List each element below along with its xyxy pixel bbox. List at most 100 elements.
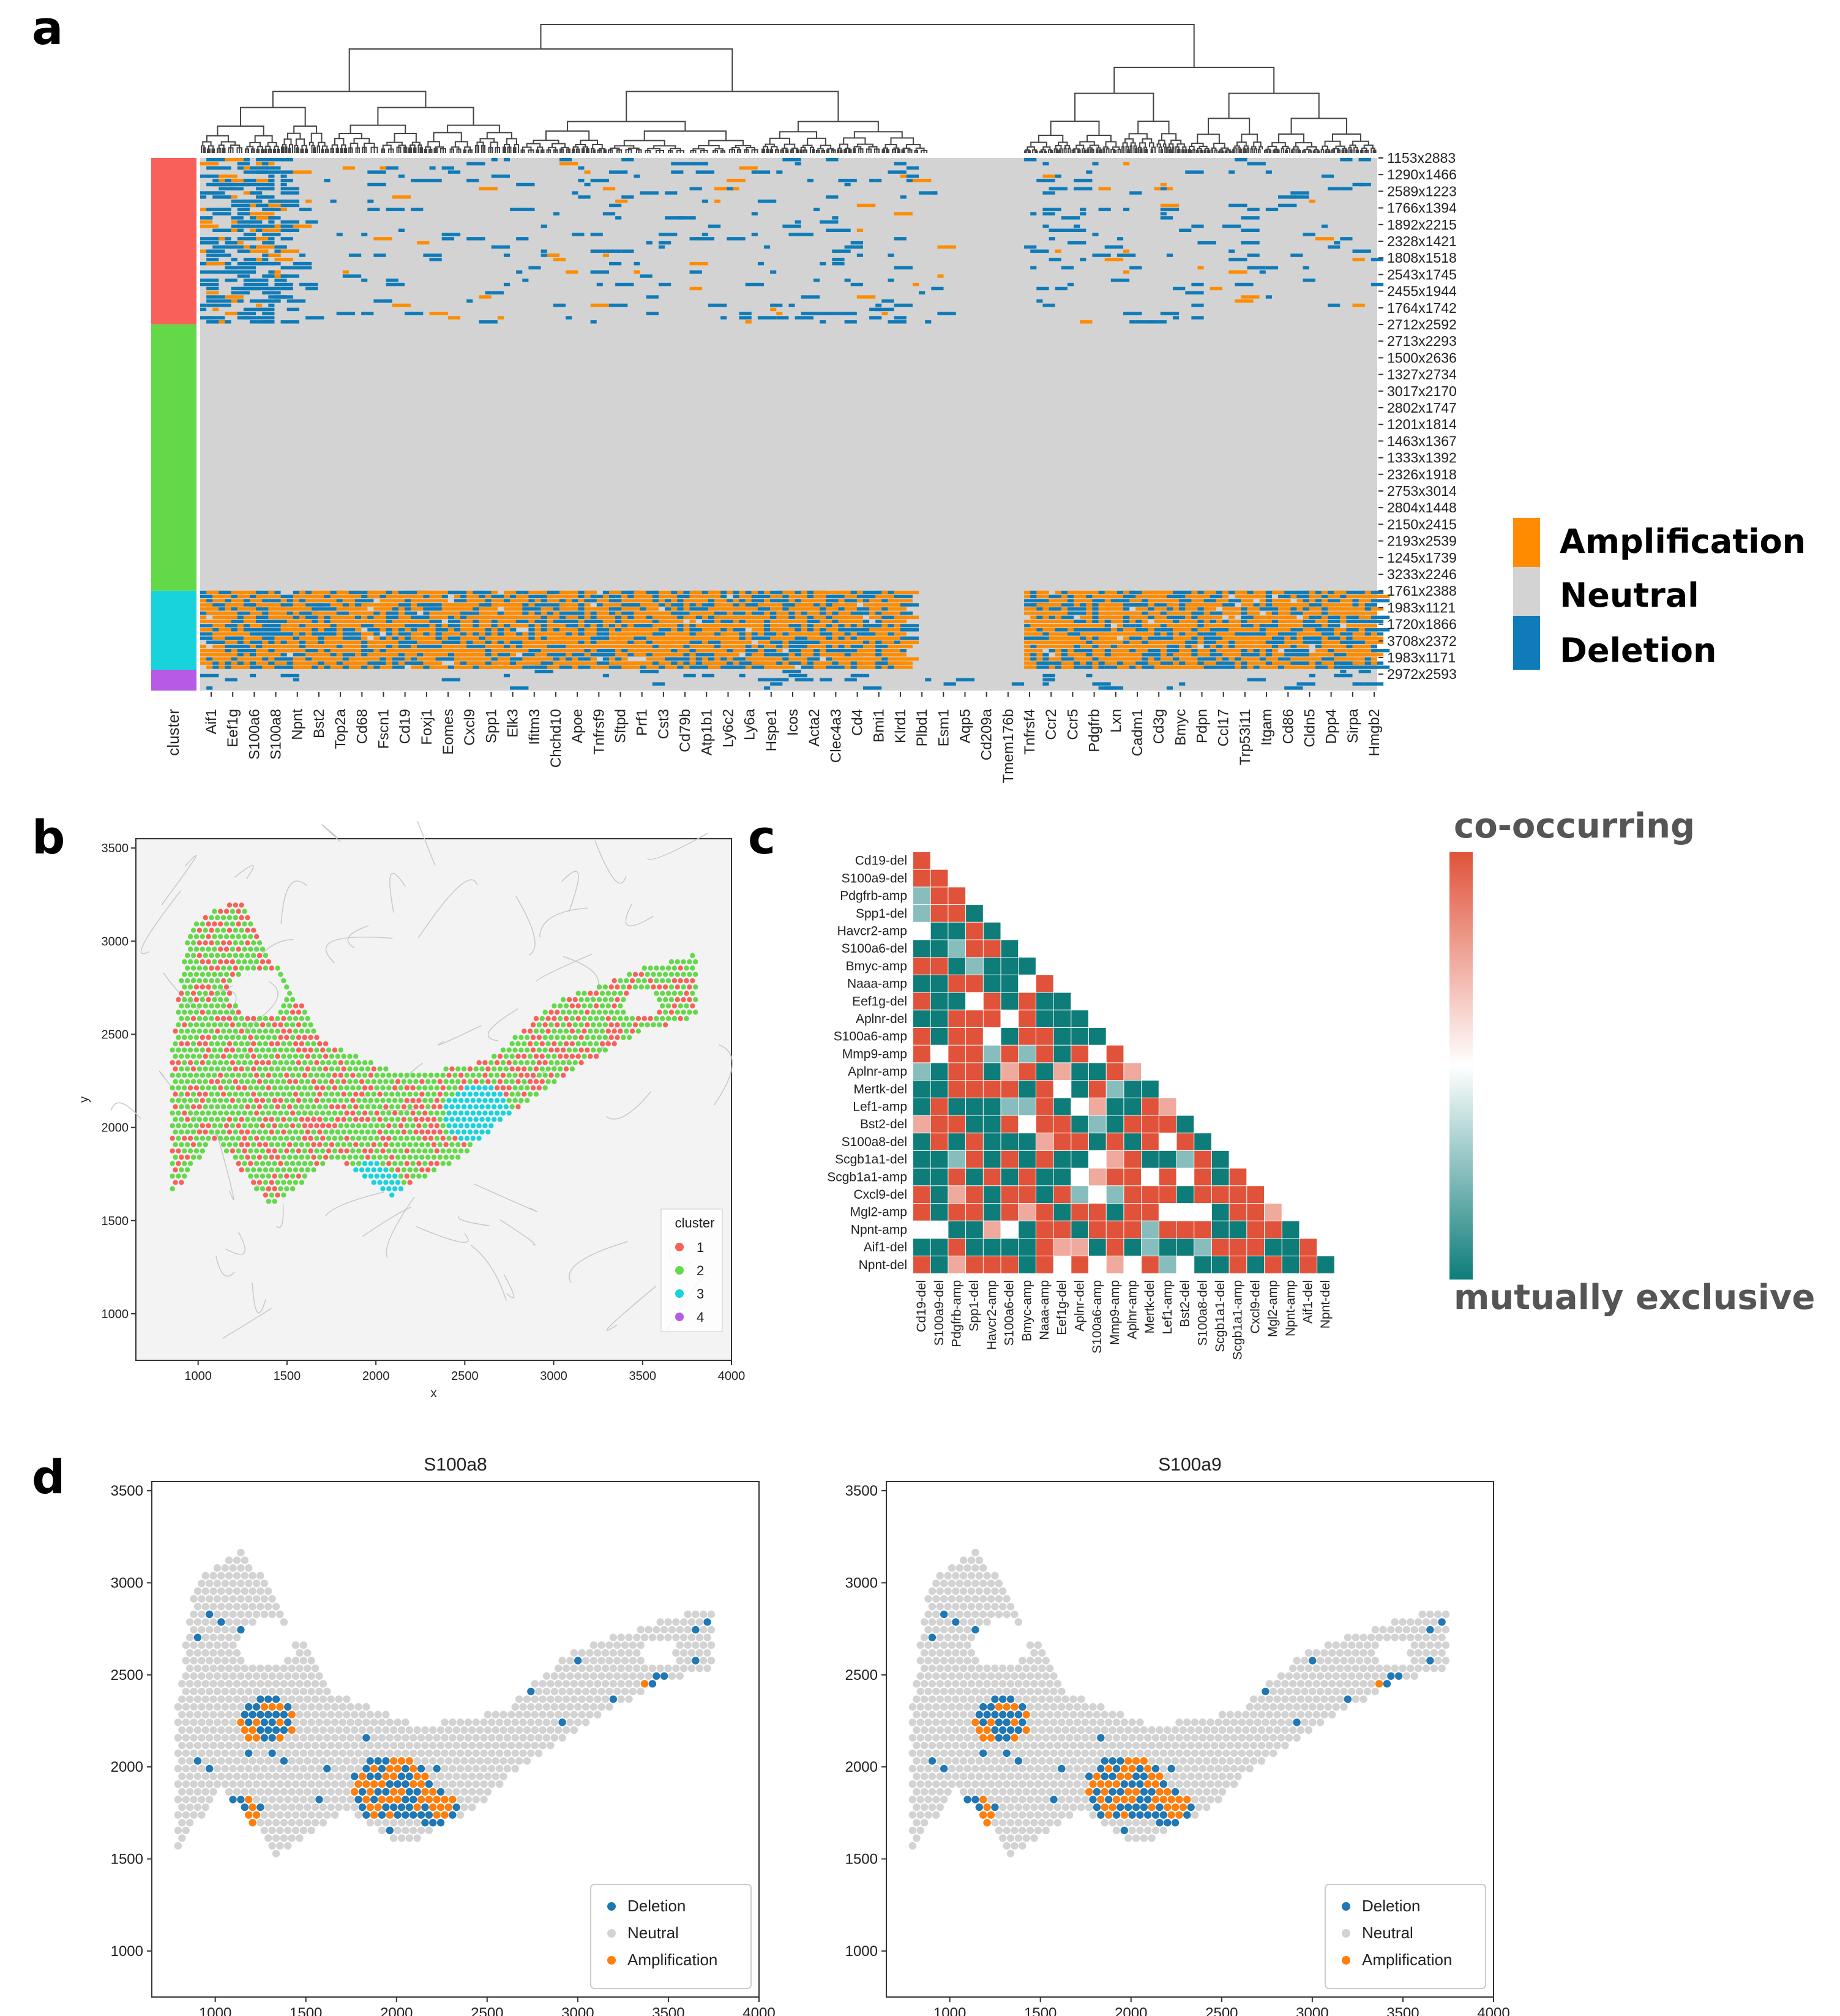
- dendrogram-link: [1042, 146, 1051, 150]
- heatmap-cell: [237, 228, 244, 232]
- heatmap-cell: [559, 603, 572, 607]
- heatmap-cell: [256, 287, 275, 291]
- heatmap-cell: [237, 620, 244, 623]
- heatmap-cell: [584, 599, 591, 602]
- heatmap-cell: [751, 611, 765, 615]
- heatmap-cell: [1352, 249, 1371, 253]
- heatmap-cell: [665, 632, 671, 636]
- gene-label: Trp53i11: [1237, 709, 1254, 765]
- heatmap-cell: [1135, 636, 1142, 640]
- gene-label: Aqp5: [957, 709, 973, 743]
- heatmap-cell: [1067, 282, 1074, 287]
- heatmap-cell: [788, 649, 801, 653]
- heatmap-cell: [1074, 228, 1080, 232]
- heatmap-cell: [596, 628, 603, 632]
- heatmap-cell: [1142, 649, 1148, 653]
- spot: [293, 1155, 299, 1160]
- spot: [341, 1142, 346, 1147]
- heatmap-cell: [1303, 266, 1309, 270]
- heatmap-cell: [621, 657, 628, 661]
- spot: [404, 1123, 410, 1128]
- heatmap-cell: [392, 303, 411, 307]
- heatmap-cell: [671, 645, 678, 648]
- heatmap-cell: [1036, 653, 1043, 657]
- spot: [203, 1142, 208, 1147]
- heatmap-cell: [1247, 607, 1254, 611]
- spot: [389, 1142, 395, 1147]
- spot: [263, 1180, 269, 1185]
- heatmap-cell: [1179, 682, 1186, 686]
- heatmap-cell: [305, 620, 312, 623]
- spot: [374, 1098, 380, 1103]
- heatmap-cell: [318, 615, 324, 620]
- heatmap-cell: [534, 665, 553, 669]
- heatmap-cell: [1055, 174, 1061, 178]
- spot: [220, 1129, 226, 1135]
- heatmap-cell: [1142, 620, 1148, 623]
- heatmap-cell: [1030, 636, 1043, 640]
- heatmap-cell: [1247, 620, 1254, 623]
- spot: [395, 1104, 401, 1110]
- heatmap-cell: [1074, 599, 1080, 602]
- heatmap-cell: [621, 615, 628, 620]
- spot: [302, 1110, 307, 1116]
- heatmap-cell: [578, 195, 591, 199]
- spot: [170, 1123, 175, 1128]
- heatmap-cell: [200, 282, 219, 287]
- heatmap-cell: [219, 270, 225, 274]
- dendrogram-link: [1102, 148, 1105, 153]
- heatmap-cell: [280, 673, 299, 678]
- spot: [413, 1167, 419, 1173]
- spot: [263, 1117, 269, 1122]
- heatmap-cell: [392, 632, 398, 636]
- heatmap-cell: [590, 249, 603, 253]
- spot: [413, 1155, 419, 1160]
- heatmap-cell: [807, 665, 820, 669]
- dendrogram-link: [331, 144, 338, 153]
- spot: [260, 1098, 266, 1103]
- heatmap-cell: [1030, 620, 1043, 623]
- dendrogram-link: [1053, 148, 1058, 153]
- spot: [497, 1104, 503, 1110]
- spot: [278, 1161, 283, 1166]
- gene-label: Pdgfrb: [1086, 709, 1103, 752]
- heatmap-cell: [1328, 603, 1334, 607]
- heatmap-cell: [1160, 208, 1180, 211]
- heatmap-cell: [566, 632, 572, 636]
- heatmap-cell: [225, 158, 244, 162]
- heatmap-cell: [826, 624, 832, 628]
- heatmap-cell: [380, 166, 386, 170]
- heatmap-cell: [801, 615, 807, 620]
- heatmap-cell: [1203, 632, 1216, 636]
- spot: [286, 1129, 293, 1135]
- spot: [272, 1173, 277, 1179]
- spot: [290, 1123, 296, 1128]
- heatmap-cell: [881, 653, 888, 657]
- heatmap-cell: [503, 158, 510, 162]
- heatmap-cell: [727, 645, 733, 648]
- dendrogram-link: [1251, 146, 1257, 149]
- spot: [326, 1110, 332, 1116]
- heatmap-cell: [324, 653, 331, 657]
- heatmap-cell: [695, 645, 702, 648]
- heatmap-cell: [1290, 195, 1309, 199]
- gene-label: S100a6: [246, 709, 263, 760]
- heatmap-cell: [1166, 653, 1180, 657]
- gene-label: Hmgb2: [1366, 709, 1383, 756]
- heatmap-cell: [708, 665, 715, 669]
- spot: [431, 1155, 437, 1160]
- heatmap-cell: [1135, 657, 1142, 661]
- row-label: 1766x1394: [1387, 200, 1457, 216]
- heatmap-cell: [1135, 661, 1148, 665]
- heatmap-cell: [1061, 649, 1068, 653]
- heatmap-cell: [745, 611, 752, 615]
- heatmap-cell: [1278, 628, 1285, 632]
- heatmap-cell: [695, 657, 708, 661]
- spot: [458, 1148, 464, 1154]
- heatmap-cell: [720, 632, 727, 636]
- spot: [362, 1136, 368, 1141]
- heatmap-cell: [510, 632, 517, 636]
- spot: [386, 1148, 392, 1154]
- heatmap-cell: [447, 170, 461, 174]
- heatmap-cell: [770, 620, 777, 623]
